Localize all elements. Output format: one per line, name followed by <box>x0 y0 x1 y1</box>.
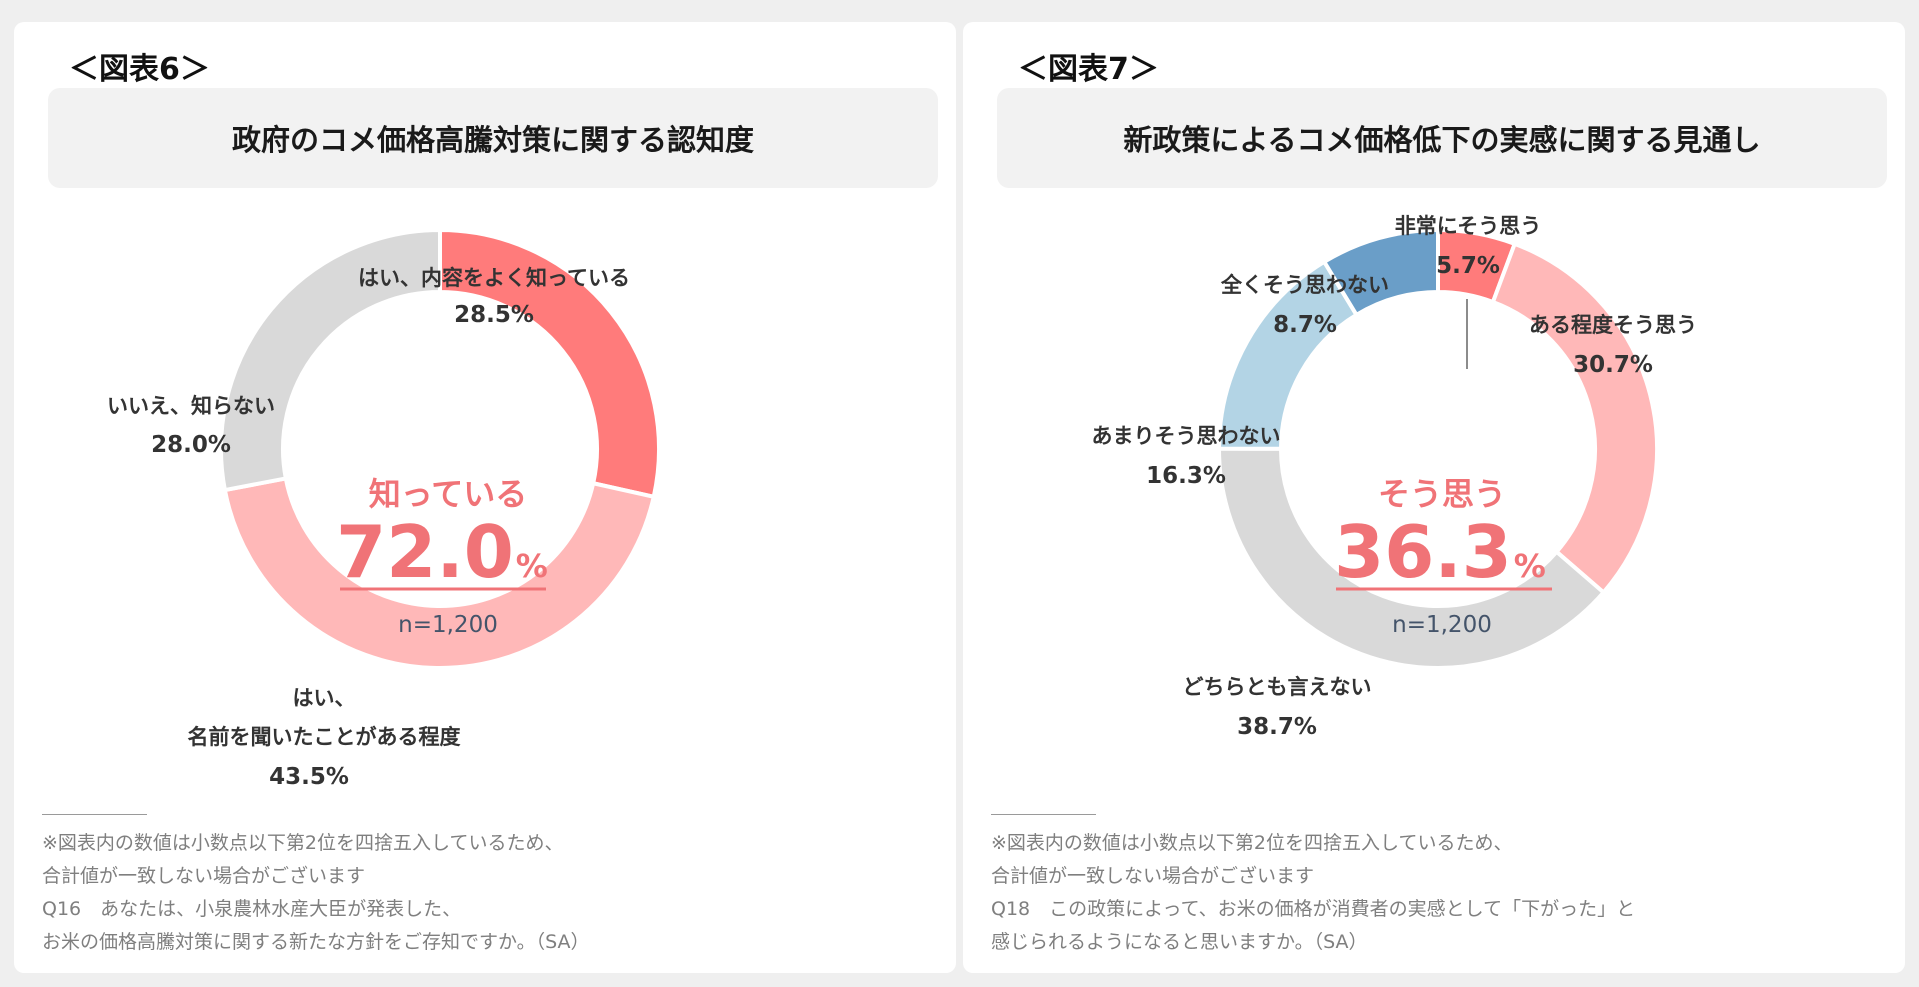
chart-title: 新政策によるコメ価格低下の実感に関する見通し <box>1123 123 1761 157</box>
center-unit: % <box>516 547 548 585</box>
slice-value: 8.7% <box>1273 312 1337 338</box>
slice-label: はい、 <box>293 686 356 710</box>
center-value: 36.3 <box>1334 510 1512 594</box>
chart-title-box: 政府のコメ価格高騰対策に関する認知度 <box>48 88 938 188</box>
donut-slice <box>1216 446 1607 670</box>
donut-slices <box>219 227 661 670</box>
center-label: そう思う <box>1378 475 1506 513</box>
center-value-group: 72.0% <box>336 510 548 594</box>
center-unit: % <box>1514 547 1546 585</box>
slice-value: 30.7% <box>1573 352 1653 378</box>
donut-slice <box>222 476 657 670</box>
footnote-line: Q18 この政策によって、お米の価格が消費者の実感として「下がった」と <box>991 898 1636 920</box>
slice-label: 全くそう思わない <box>1220 273 1389 297</box>
slice-label: はい、内容をよく知っている <box>358 266 630 290</box>
footnote-divider <box>991 814 1096 815</box>
slice-value: 5.7% <box>1436 253 1500 279</box>
figure-label: ＜図表6＞ <box>69 52 210 87</box>
slice-label: 名前を聞いたことがある程度 <box>188 725 461 749</box>
center-label: 知っている <box>369 475 527 513</box>
slice-value: 28.5% <box>454 302 534 328</box>
slice-label: いいえ、知らない <box>107 394 275 418</box>
chart-title: 政府のコメ価格高騰対策に関する認知度 <box>231 123 754 157</box>
donut-slice <box>438 227 661 500</box>
donut-slice <box>1321 227 1440 318</box>
donut-chart-fig6: はい、内容をよく知っている 28.5% はい、 名前を聞いたことがある程度 43… <box>107 227 661 790</box>
footnote-line: Q16 あなたは、小泉農林水産大臣が発表した、 <box>42 898 462 920</box>
chart-panel-fig7: ＜図表7＞ 新政策によるコメ価格低下の実感に関する見通し 非常にそう思う 5.7… <box>963 22 1905 973</box>
slice-value: 38.7% <box>1237 714 1317 740</box>
figure-label: ＜図表7＞ <box>1018 52 1159 87</box>
slice-value: 43.5% <box>269 764 349 790</box>
slice-label: ある程度そう思う <box>1529 313 1697 337</box>
chart-title-box: 新政策によるコメ価格低下の実感に関する見通し <box>997 88 1887 188</box>
footnote-line: ※図表内の数値は小数点以下第2位を四捨五入しているため、 <box>991 832 1513 854</box>
sample-size: n=1,200 <box>398 612 498 638</box>
center-value: 72.0 <box>336 510 514 594</box>
footnote-line: お米の価格高騰対策に関する新たな方針をご存知ですか。（SA） <box>42 931 590 953</box>
footnote: ※図表内の数値は小数点以下第2位を四捨五入しているため、 合計値が一致しない場合… <box>42 827 590 959</box>
footnote-line: 合計値が一致しない場合がございます <box>991 865 1315 887</box>
slice-value: 16.3% <box>1146 463 1226 489</box>
center-value-group: 36.3% <box>1334 510 1546 594</box>
footnote-line: 感じられるようになると思いますか。（SA） <box>991 931 1368 953</box>
donut-slices <box>1216 227 1659 670</box>
donut-chart-fig7: 非常にそう思う 5.7% ある程度そう思う 30.7% どちらとも言えない 38… <box>1092 214 1698 740</box>
footnote: ※図表内の数値は小数点以下第2位を四捨五入しているため、 合計値が一致しない場合… <box>991 827 1635 959</box>
footnote-line: 合計値が一致しない場合がございます <box>42 865 366 887</box>
slice-label: あまりそう思わない <box>1092 424 1281 448</box>
sample-size: n=1,200 <box>1392 612 1492 638</box>
donut-slice <box>1490 241 1659 596</box>
donut-slice <box>219 227 442 493</box>
chart-panel-fig6: ＜図表6＞ 政府のコメ価格高騰対策に関する認知度 はい、内容をよく知っている 2… <box>14 22 956 973</box>
slice-value: 28.0% <box>151 432 231 458</box>
footnote-divider <box>42 814 147 815</box>
slice-label: どちらとも言えない <box>1183 675 1372 699</box>
footnote-line: ※図表内の数値は小数点以下第2位を四捨五入しているため、 <box>42 832 564 854</box>
slice-label: 非常にそう思う <box>1395 214 1542 238</box>
